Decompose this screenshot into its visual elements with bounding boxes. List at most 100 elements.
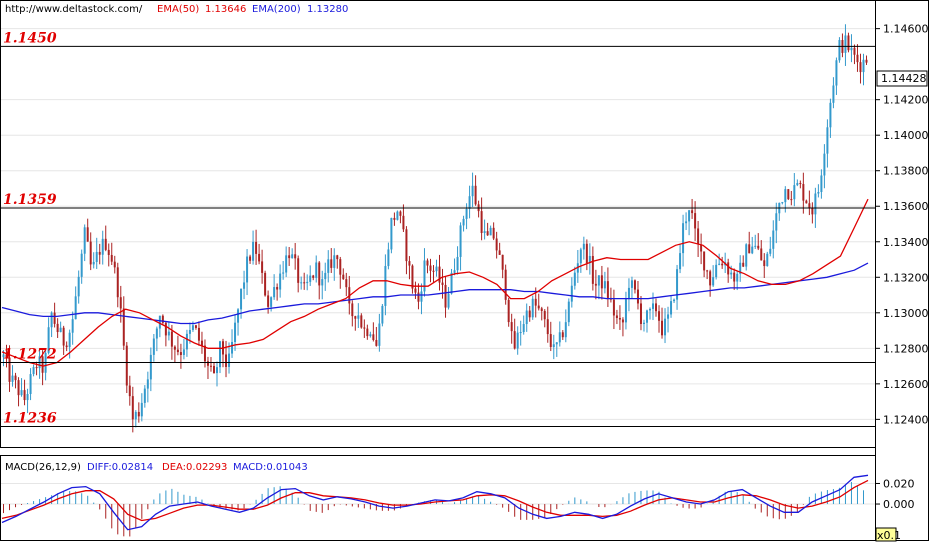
candle-body (673, 299, 676, 302)
candle-body (29, 374, 32, 395)
candle-body (591, 255, 594, 284)
level-label: 1.1272 (3, 347, 57, 363)
candle-body (303, 282, 306, 284)
candle-body (252, 241, 255, 261)
macd-tick-label: 0.020 (883, 477, 915, 490)
candle-body (399, 211, 402, 216)
candle-body (444, 284, 447, 308)
macd-grid: 0.020 0.000 (1, 477, 915, 511)
candle-body (793, 185, 796, 200)
candle-body (264, 272, 267, 296)
candle-body (829, 102, 832, 128)
candle-body (787, 189, 790, 200)
candle-body (564, 322, 567, 338)
candle-body (645, 310, 648, 323)
candle-body (366, 328, 369, 337)
candle-body (682, 223, 685, 254)
candle-body (633, 280, 636, 290)
candle-body (847, 35, 850, 51)
candle-body (255, 241, 258, 254)
candle-body (624, 298, 627, 323)
candle-body (561, 332, 564, 338)
candle-body (26, 394, 29, 401)
macd-diff-line (1, 474, 869, 531)
level-label: 1.1359 (3, 192, 57, 208)
candle-body (567, 301, 570, 323)
candle-body (715, 264, 718, 278)
candle-body (50, 312, 53, 328)
price-tick-label: 1.13200 (883, 271, 929, 284)
candle-body (20, 390, 23, 396)
macd-value: MACD:0.01043 (233, 462, 308, 473)
candle-body (585, 243, 588, 264)
candle-body (402, 215, 405, 230)
candle-body (510, 322, 513, 332)
candle-body (234, 322, 237, 342)
candle-body (862, 59, 865, 73)
candle-body (104, 238, 107, 250)
price-tick-label: 1.13000 (883, 307, 929, 320)
candle-body (282, 272, 285, 274)
candle-body (712, 277, 715, 286)
candle-body (486, 231, 489, 236)
candle-body (197, 327, 200, 341)
candle-body (5, 354, 8, 358)
candle-body (155, 328, 158, 339)
candle-body (333, 255, 336, 268)
candle-body (408, 261, 411, 266)
candle-body (516, 332, 519, 349)
price-tick-label: 1.13800 (883, 165, 929, 178)
candle-body (312, 275, 315, 278)
candle-body (363, 327, 366, 329)
candle-body (243, 282, 246, 289)
ema200-value: 1.13280 (307, 4, 348, 15)
candle-body (98, 251, 101, 255)
candle-body (489, 227, 492, 236)
candle-body (865, 59, 868, 63)
candle-body (769, 248, 772, 254)
candle-body (618, 317, 621, 320)
candle-body (372, 334, 375, 340)
candle-body (447, 293, 450, 308)
candle-body (658, 311, 661, 321)
candle-body (549, 334, 552, 347)
candle-body (158, 315, 161, 329)
candle-body (267, 295, 270, 307)
candle-body (462, 218, 465, 226)
candle-body (775, 213, 778, 231)
candle-body (642, 322, 645, 324)
price-tick-label: 1.12600 (883, 378, 929, 391)
candle-body (525, 310, 528, 325)
candle-body (423, 260, 426, 292)
candle-body (77, 276, 80, 297)
candle-body (288, 255, 291, 259)
candle-body (119, 297, 122, 309)
candle-body (754, 245, 757, 247)
candle-body (71, 319, 74, 333)
candle-body (543, 310, 546, 320)
candle-body (615, 315, 618, 318)
candle-body (378, 323, 381, 346)
candle-body (140, 402, 143, 417)
candle-body (89, 241, 92, 265)
candle-body (648, 308, 651, 311)
candle-body (182, 349, 185, 355)
site-url: http://www.deltastock.com/ (5, 4, 143, 15)
current-price-box (876, 70, 928, 87)
price-tick-label: 1.14200 (883, 94, 929, 107)
candle-body (315, 262, 318, 278)
candle-body (107, 249, 110, 255)
candle-body (53, 312, 56, 324)
candle-body (336, 255, 339, 260)
candle-body (495, 238, 498, 251)
candle-body (173, 346, 176, 350)
candle-body (688, 210, 691, 222)
candle-body (471, 185, 474, 197)
price-tick-label: 1.14600 (883, 23, 929, 36)
candle-body (582, 243, 585, 250)
candle-body (354, 316, 357, 319)
ema200-line (1, 262, 869, 325)
candle-body (294, 254, 297, 259)
candle-body (86, 227, 89, 242)
